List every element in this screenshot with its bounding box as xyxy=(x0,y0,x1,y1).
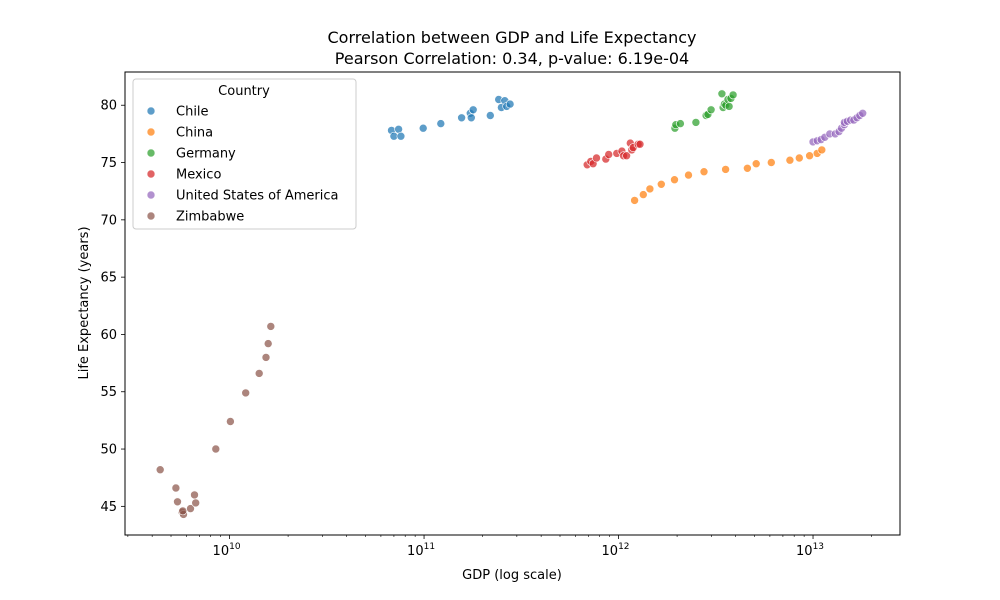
data-point-china-11 xyxy=(785,155,795,165)
legend-items: Chile China Germany Mexico United States of … xyxy=(146,105,338,225)
data-point-china-2 xyxy=(645,184,655,194)
data-point-zimbabwe-8 xyxy=(191,498,200,508)
data-point-zimbabwe-7 xyxy=(190,490,199,500)
x-tick-label-base: 10 xyxy=(796,544,813,559)
x-axis-label: GDP (log scale) xyxy=(462,568,562,583)
data-point-chile-4 xyxy=(418,123,428,133)
x-tick-label: 1013 xyxy=(796,542,824,559)
legend-marker-zimbabwe xyxy=(146,211,156,221)
data-point-zimbabwe-11 xyxy=(241,388,250,398)
data-point-china-3 xyxy=(656,180,666,189)
x-tick-label-exponent: 10 xyxy=(229,542,241,552)
x-tick-label-exponent: 12 xyxy=(618,542,629,552)
chart-title: Correlation between GDP and Life Expecta… xyxy=(327,28,696,47)
data-point-mexico-3 xyxy=(592,153,601,163)
y-tick-label: 60 xyxy=(100,328,117,343)
legend-marker-germany xyxy=(146,148,156,158)
legend-title: Country xyxy=(218,84,270,99)
data-point-zimbabwe-0 xyxy=(155,465,165,475)
data-point-china-5 xyxy=(684,170,693,180)
data-point-germany-7 xyxy=(717,89,727,99)
y-tick-label: 70 xyxy=(100,213,117,228)
y-axis-ticks: 45 50 55 60 65 70 75 80 xyxy=(100,99,125,515)
data-point-china-4 xyxy=(670,175,679,184)
data-point-china-8 xyxy=(743,164,752,173)
data-point-chile-15 xyxy=(505,99,515,109)
data-point-chile-8 xyxy=(466,113,476,123)
y-tick-label: 75 xyxy=(100,156,117,171)
data-point-zimbabwe-14 xyxy=(263,339,273,348)
x-tick-label-base: 10 xyxy=(407,544,424,559)
data-point-germany-3 xyxy=(691,118,701,127)
y-tick-label: 50 xyxy=(100,443,117,458)
legend-box xyxy=(132,78,357,230)
data-point-zimbabwe-9 xyxy=(211,444,221,454)
x-tick-label-exponent: 11 xyxy=(424,542,435,552)
data-point-united-states-of-america-15 xyxy=(858,109,868,118)
legend-marker-china xyxy=(146,127,156,137)
legend-marker-mexico xyxy=(146,169,156,179)
x-tick-label: 1010 xyxy=(213,542,241,559)
legend-label-united-states-of-america: United States of America xyxy=(176,189,338,204)
chart-subtitle: Pearson Correlation: 0.34, p-value: 6.19… xyxy=(335,49,689,68)
data-point-mexico-9 xyxy=(622,151,631,160)
x-axis-ticks: 1010 1011 1012 1013 xyxy=(127,535,872,559)
data-point-zimbabwe-10 xyxy=(226,417,235,426)
x-tick-label-base: 10 xyxy=(602,544,619,559)
legend-marker-chile xyxy=(146,106,156,116)
data-point-zimbabwe-5 xyxy=(178,506,188,516)
data-point-china-10 xyxy=(766,158,776,167)
legend-label-chile: Chile xyxy=(176,105,209,120)
data-point-zimbabwe-6 xyxy=(186,504,195,513)
data-point-zimbabwe-2 xyxy=(173,497,182,507)
legend-label-zimbabwe: Zimbabwe xyxy=(176,210,244,225)
legend-label-germany: Germany xyxy=(176,147,236,162)
data-point-china-1 xyxy=(638,190,648,199)
legend-label-china: China xyxy=(176,126,213,141)
x-tick-label-exponent: 13 xyxy=(813,542,824,552)
legend-marker-united-states-of-america xyxy=(146,190,156,200)
y-tick-label: 65 xyxy=(100,271,117,286)
x-tick-label: 1012 xyxy=(602,542,630,559)
data-point-chile-5 xyxy=(436,119,446,128)
data-point-china-13 xyxy=(805,151,814,160)
data-point-chile-6 xyxy=(457,113,466,123)
data-point-china-0 xyxy=(630,196,639,205)
plot-frame xyxy=(124,71,901,536)
x-tick-label: 1011 xyxy=(407,542,435,559)
data-point-china-7 xyxy=(721,165,730,174)
legend: Country Chile China Germany Mexico United St… xyxy=(132,78,357,230)
data-point-mexico-14 xyxy=(635,139,645,149)
data-point-mexico-5 xyxy=(604,150,614,159)
x-tick-label-base: 10 xyxy=(213,544,230,559)
data-point-zimbabwe-15 xyxy=(266,322,276,331)
data-points xyxy=(155,89,868,519)
y-tick-label: 55 xyxy=(100,385,117,400)
data-point-germany-6 xyxy=(706,105,716,115)
legend-label-mexico: Mexico xyxy=(176,168,221,183)
data-point-china-9 xyxy=(751,159,761,168)
data-point-germany-2 xyxy=(676,119,685,128)
data-point-chile-10 xyxy=(485,111,495,120)
y-tick-label: 80 xyxy=(100,99,117,114)
data-point-china-12 xyxy=(794,153,804,163)
data-point-germany-12 xyxy=(724,102,734,111)
data-point-germany-14 xyxy=(728,90,738,100)
data-point-chile-9 xyxy=(468,105,478,115)
data-point-zimbabwe-1 xyxy=(171,483,181,493)
data-point-china-15 xyxy=(817,145,827,155)
data-point-chile-3 xyxy=(396,131,406,141)
data-point-zimbabwe-12 xyxy=(254,369,264,378)
y-tick-label: 45 xyxy=(100,500,117,515)
data-point-china-6 xyxy=(699,167,709,176)
data-point-zimbabwe-13 xyxy=(261,353,271,362)
y-axis-label: Life Expectancy (years) xyxy=(77,226,92,379)
